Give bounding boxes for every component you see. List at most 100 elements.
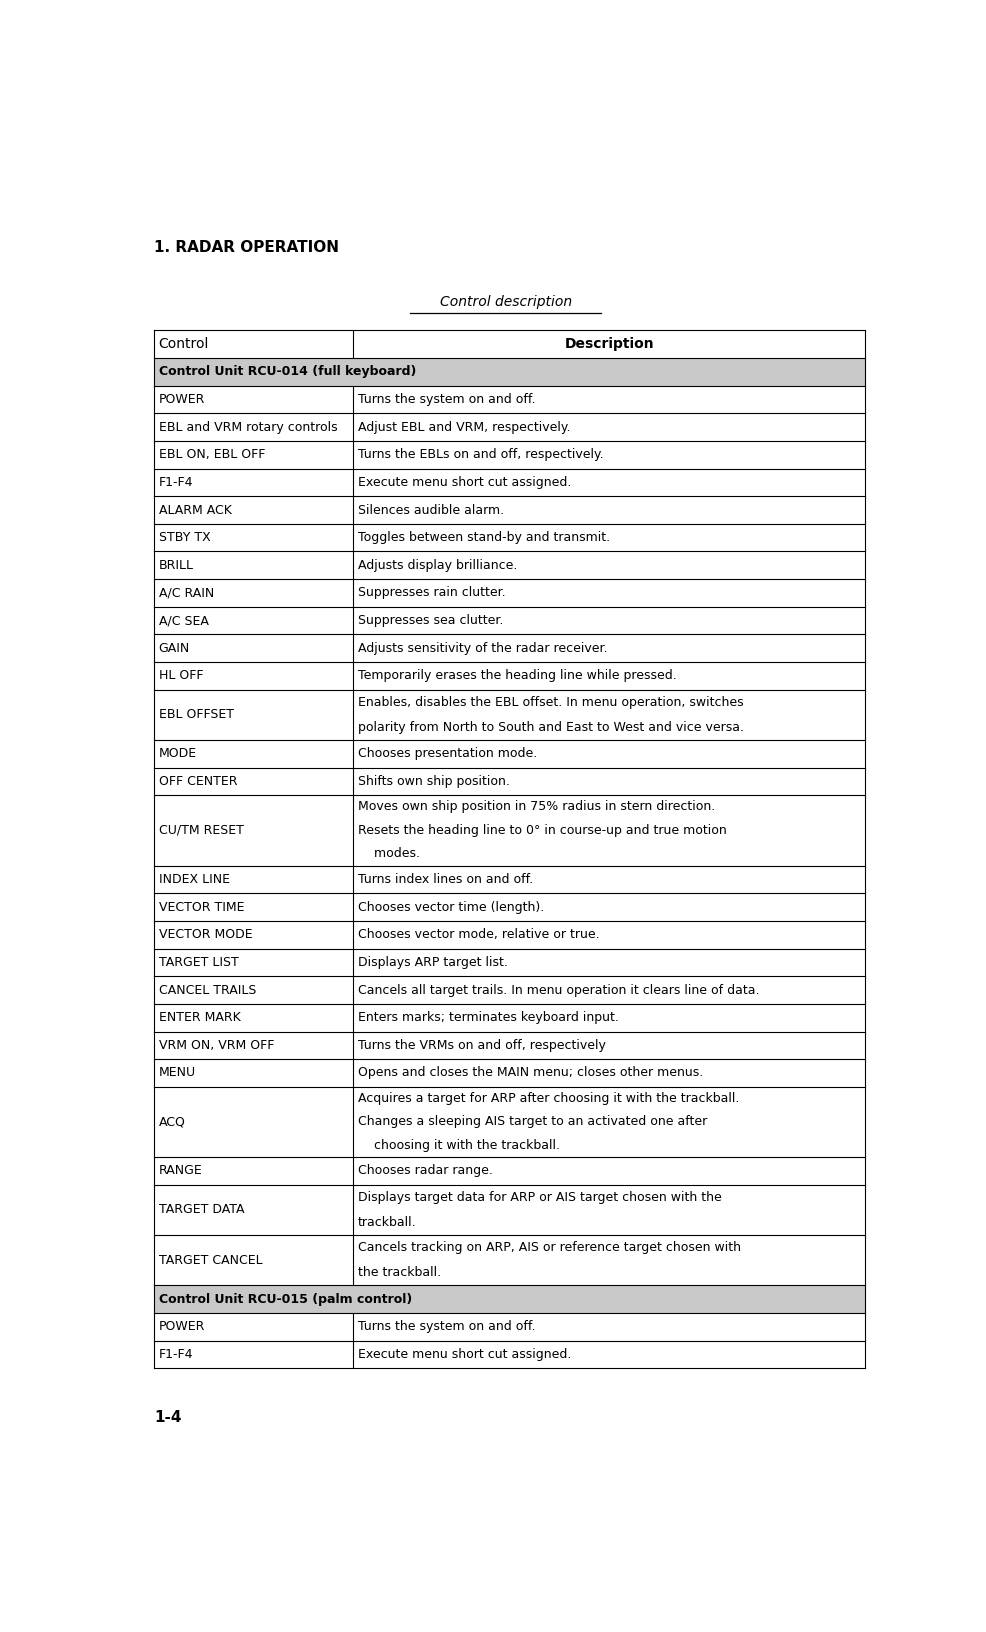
- Bar: [154, 1185, 865, 1235]
- Text: Control description: Control description: [440, 295, 571, 308]
- Text: Toggles between stand-by and transmit.: Toggles between stand-by and transmit.: [357, 530, 609, 543]
- Text: Control Unit RCU-015 (palm control): Control Unit RCU-015 (palm control): [159, 1293, 411, 1306]
- Bar: [154, 865, 865, 893]
- Text: MENU: MENU: [159, 1066, 195, 1079]
- Text: modes.: modes.: [357, 847, 419, 860]
- Text: TARGET LIST: TARGET LIST: [159, 956, 238, 969]
- Text: Acquires a target for ARP after choosing it with the trackball.: Acquires a target for ARP after choosing…: [357, 1092, 739, 1105]
- Text: A/C RAIN: A/C RAIN: [159, 586, 214, 599]
- Text: Chooses vector mode, relative or true.: Chooses vector mode, relative or true.: [357, 929, 599, 942]
- Bar: [154, 948, 865, 976]
- Text: trackball.: trackball.: [357, 1216, 416, 1229]
- Bar: [154, 1286, 865, 1314]
- Text: polarity from North to South and East to West and vice versa.: polarity from North to South and East to…: [357, 721, 743, 734]
- Text: 1. RADAR OPERATION: 1. RADAR OPERATION: [154, 240, 338, 255]
- Text: TARGET CANCEL: TARGET CANCEL: [159, 1253, 262, 1266]
- Text: Suppresses sea clutter.: Suppresses sea clutter.: [357, 614, 503, 627]
- Text: 1-4: 1-4: [154, 1410, 181, 1425]
- Text: Turns the system on and off.: Turns the system on and off.: [357, 393, 534, 406]
- Text: POWER: POWER: [159, 1320, 205, 1333]
- Text: STBY TX: STBY TX: [159, 530, 210, 543]
- Text: Description: Description: [564, 338, 654, 351]
- Text: Chooses presentation mode.: Chooses presentation mode.: [357, 747, 536, 761]
- Bar: [154, 739, 865, 767]
- Bar: [154, 893, 865, 920]
- Text: Displays ARP target list.: Displays ARP target list.: [357, 956, 507, 969]
- Text: Temporarily erases the heading line while pressed.: Temporarily erases the heading line whil…: [357, 669, 675, 682]
- Bar: [154, 552, 865, 579]
- Text: EBL ON, EBL OFF: EBL ON, EBL OFF: [159, 449, 264, 462]
- Text: Resets the heading line to 0° in course-up and true motion: Resets the heading line to 0° in course-…: [357, 824, 726, 837]
- Bar: [154, 767, 865, 795]
- Bar: [154, 330, 865, 357]
- Bar: [154, 524, 865, 552]
- Bar: [154, 607, 865, 635]
- Text: Turns the VRMs on and off, respectively: Turns the VRMs on and off, respectively: [357, 1040, 605, 1053]
- Text: Moves own ship position in 75% radius in stern direction.: Moves own ship position in 75% radius in…: [357, 800, 714, 813]
- Bar: [154, 635, 865, 663]
- Bar: [154, 1004, 865, 1031]
- Text: Displays target data for ARP or AIS target chosen with the: Displays target data for ARP or AIS targ…: [357, 1191, 721, 1204]
- Text: Changes a sleeping AIS target to an activated one after: Changes a sleeping AIS target to an acti…: [357, 1116, 706, 1128]
- Text: Control: Control: [159, 338, 209, 351]
- Text: Execute menu short cut assigned.: Execute menu short cut assigned.: [357, 1348, 571, 1361]
- Text: Opens and closes the MAIN menu; closes other menus.: Opens and closes the MAIN menu; closes o…: [357, 1066, 702, 1079]
- Bar: [154, 690, 865, 739]
- Text: F1-F4: F1-F4: [159, 477, 193, 490]
- Text: EBL and VRM rotary controls: EBL and VRM rotary controls: [159, 421, 337, 434]
- Text: MODE: MODE: [159, 747, 196, 761]
- Bar: [154, 1031, 865, 1059]
- Bar: [154, 357, 865, 385]
- Text: TARGET DATA: TARGET DATA: [159, 1203, 244, 1216]
- Text: Shifts own ship position.: Shifts own ship position.: [357, 775, 509, 788]
- Text: OFF CENTER: OFF CENTER: [159, 775, 237, 788]
- Text: ALARM ACK: ALARM ACK: [159, 504, 231, 516]
- Text: Turns the system on and off.: Turns the system on and off.: [357, 1320, 534, 1333]
- Bar: [154, 1157, 865, 1185]
- Text: VRM ON, VRM OFF: VRM ON, VRM OFF: [159, 1040, 274, 1053]
- Text: Control Unit RCU-014 (full keyboard): Control Unit RCU-014 (full keyboard): [159, 366, 415, 379]
- Text: VECTOR MODE: VECTOR MODE: [159, 929, 252, 942]
- Text: F1-F4: F1-F4: [159, 1348, 193, 1361]
- Bar: [154, 1059, 865, 1087]
- Bar: [154, 1340, 865, 1368]
- Text: CU/TM RESET: CU/TM RESET: [159, 824, 244, 837]
- Bar: [154, 468, 865, 496]
- Text: choosing it with the trackball.: choosing it with the trackball.: [357, 1139, 559, 1152]
- Bar: [154, 920, 865, 948]
- Text: Chooses vector time (length).: Chooses vector time (length).: [357, 901, 543, 914]
- Bar: [154, 385, 865, 413]
- Text: Turns the EBLs on and off, respectively.: Turns the EBLs on and off, respectively.: [357, 449, 602, 462]
- Bar: [154, 496, 865, 524]
- Text: Adjust EBL and VRM, respectively.: Adjust EBL and VRM, respectively.: [357, 421, 570, 434]
- Text: Enters marks; terminates keyboard input.: Enters marks; terminates keyboard input.: [357, 1012, 618, 1025]
- Bar: [154, 413, 865, 441]
- Bar: [154, 663, 865, 690]
- Bar: [154, 1087, 865, 1157]
- Text: Silences audible alarm.: Silences audible alarm.: [357, 504, 504, 516]
- Text: POWER: POWER: [159, 393, 205, 406]
- Text: ENTER MARK: ENTER MARK: [159, 1012, 240, 1025]
- Text: EBL OFFSET: EBL OFFSET: [159, 708, 234, 721]
- Bar: [154, 441, 865, 468]
- Text: Turns index lines on and off.: Turns index lines on and off.: [357, 873, 532, 886]
- Text: INDEX LINE: INDEX LINE: [159, 873, 230, 886]
- Text: ACQ: ACQ: [159, 1116, 185, 1128]
- Text: GAIN: GAIN: [159, 641, 189, 654]
- Text: RANGE: RANGE: [159, 1165, 202, 1178]
- Text: HL OFF: HL OFF: [159, 669, 203, 682]
- Bar: [154, 1235, 865, 1286]
- Text: A/C SEA: A/C SEA: [159, 614, 208, 627]
- Text: Chooses radar range.: Chooses radar range.: [357, 1165, 492, 1178]
- Bar: [154, 1314, 865, 1340]
- Text: Enables, disables the EBL offset. In menu operation, switches: Enables, disables the EBL offset. In men…: [357, 695, 742, 708]
- Text: the trackball.: the trackball.: [357, 1266, 441, 1279]
- Text: BRILL: BRILL: [159, 558, 193, 571]
- Text: Cancels all target trails. In menu operation it clears line of data.: Cancels all target trails. In menu opera…: [357, 984, 758, 997]
- Bar: [154, 976, 865, 1004]
- Text: Suppresses rain clutter.: Suppresses rain clutter.: [357, 586, 505, 599]
- Text: Adjusts display brilliance.: Adjusts display brilliance.: [357, 558, 517, 571]
- Text: VECTOR TIME: VECTOR TIME: [159, 901, 244, 914]
- Text: CANCEL TRAILS: CANCEL TRAILS: [159, 984, 255, 997]
- Text: Execute menu short cut assigned.: Execute menu short cut assigned.: [357, 477, 571, 490]
